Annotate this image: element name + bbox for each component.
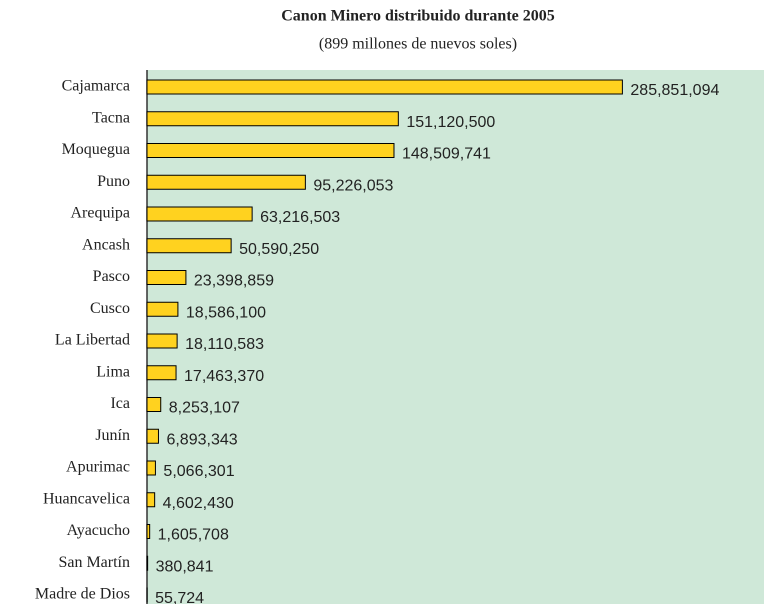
y-tick-label: Apurimac <box>66 459 130 476</box>
value-label: 18,586,100 <box>186 304 266 321</box>
y-tick-label: Ancash <box>82 236 130 253</box>
bar <box>146 79 623 95</box>
bar <box>146 492 156 508</box>
value-label: 5,066,301 <box>163 463 234 480</box>
bar <box>146 206 253 222</box>
bar <box>146 460 156 476</box>
value-label: 63,216,503 <box>260 209 340 226</box>
value-label: 8,253,107 <box>169 400 240 417</box>
value-label: 23,398,859 <box>194 273 274 290</box>
chart-subtitle: (899 millones de nuevos soles) <box>319 36 517 53</box>
value-label: 55,724 <box>155 590 204 604</box>
bar <box>146 428 159 444</box>
bar <box>146 333 178 349</box>
y-tick-label: Lima <box>96 363 130 380</box>
value-label: 151,120,500 <box>406 114 495 131</box>
bar <box>146 143 395 158</box>
y-tick-label: Cajamarca <box>62 78 130 95</box>
value-label: 50,590,250 <box>239 241 319 258</box>
bar <box>146 555 149 571</box>
y-tick-label: Madre de Dios <box>35 586 130 603</box>
bar <box>146 397 162 412</box>
y-tick-label: Puno <box>97 173 130 190</box>
value-label: 1,605,708 <box>158 527 229 544</box>
y-tick-label: Junín <box>95 427 130 444</box>
bar <box>146 238 232 254</box>
value-label: 148,509,741 <box>402 146 491 163</box>
y-tick-label: Ica <box>110 395 130 412</box>
value-label: 285,851,094 <box>630 82 719 99</box>
bar <box>146 524 151 539</box>
y-tick-label: Tacna <box>92 109 130 126</box>
y-tick-label: Arequipa <box>70 205 130 222</box>
y-tick-label: La Libertad <box>55 332 130 349</box>
bar <box>146 365 177 381</box>
chart-title: Canon Minero distribuido durante 2005 <box>281 8 555 25</box>
y-tick-label: Moquegua <box>62 141 130 158</box>
y-tick-label: Pasco <box>93 268 130 285</box>
bar <box>146 270 187 285</box>
y-tick-label: Cusco <box>90 300 130 317</box>
value-label: 380,841 <box>156 558 214 575</box>
plot-background <box>147 70 764 604</box>
y-tick-label: Ayacucho <box>67 522 130 539</box>
value-label: 95,226,053 <box>313 177 393 194</box>
value-label: 17,463,370 <box>184 368 264 385</box>
y-tick-label: San Martín <box>58 554 130 571</box>
value-label: 6,893,343 <box>166 431 237 448</box>
y-tick-label: Huancavelica <box>43 490 130 507</box>
value-label: 18,110,583 <box>185 336 264 353</box>
bar <box>146 111 399 127</box>
value-label: 4,602,430 <box>163 495 234 512</box>
bar <box>146 174 306 190</box>
bar <box>146 301 179 317</box>
